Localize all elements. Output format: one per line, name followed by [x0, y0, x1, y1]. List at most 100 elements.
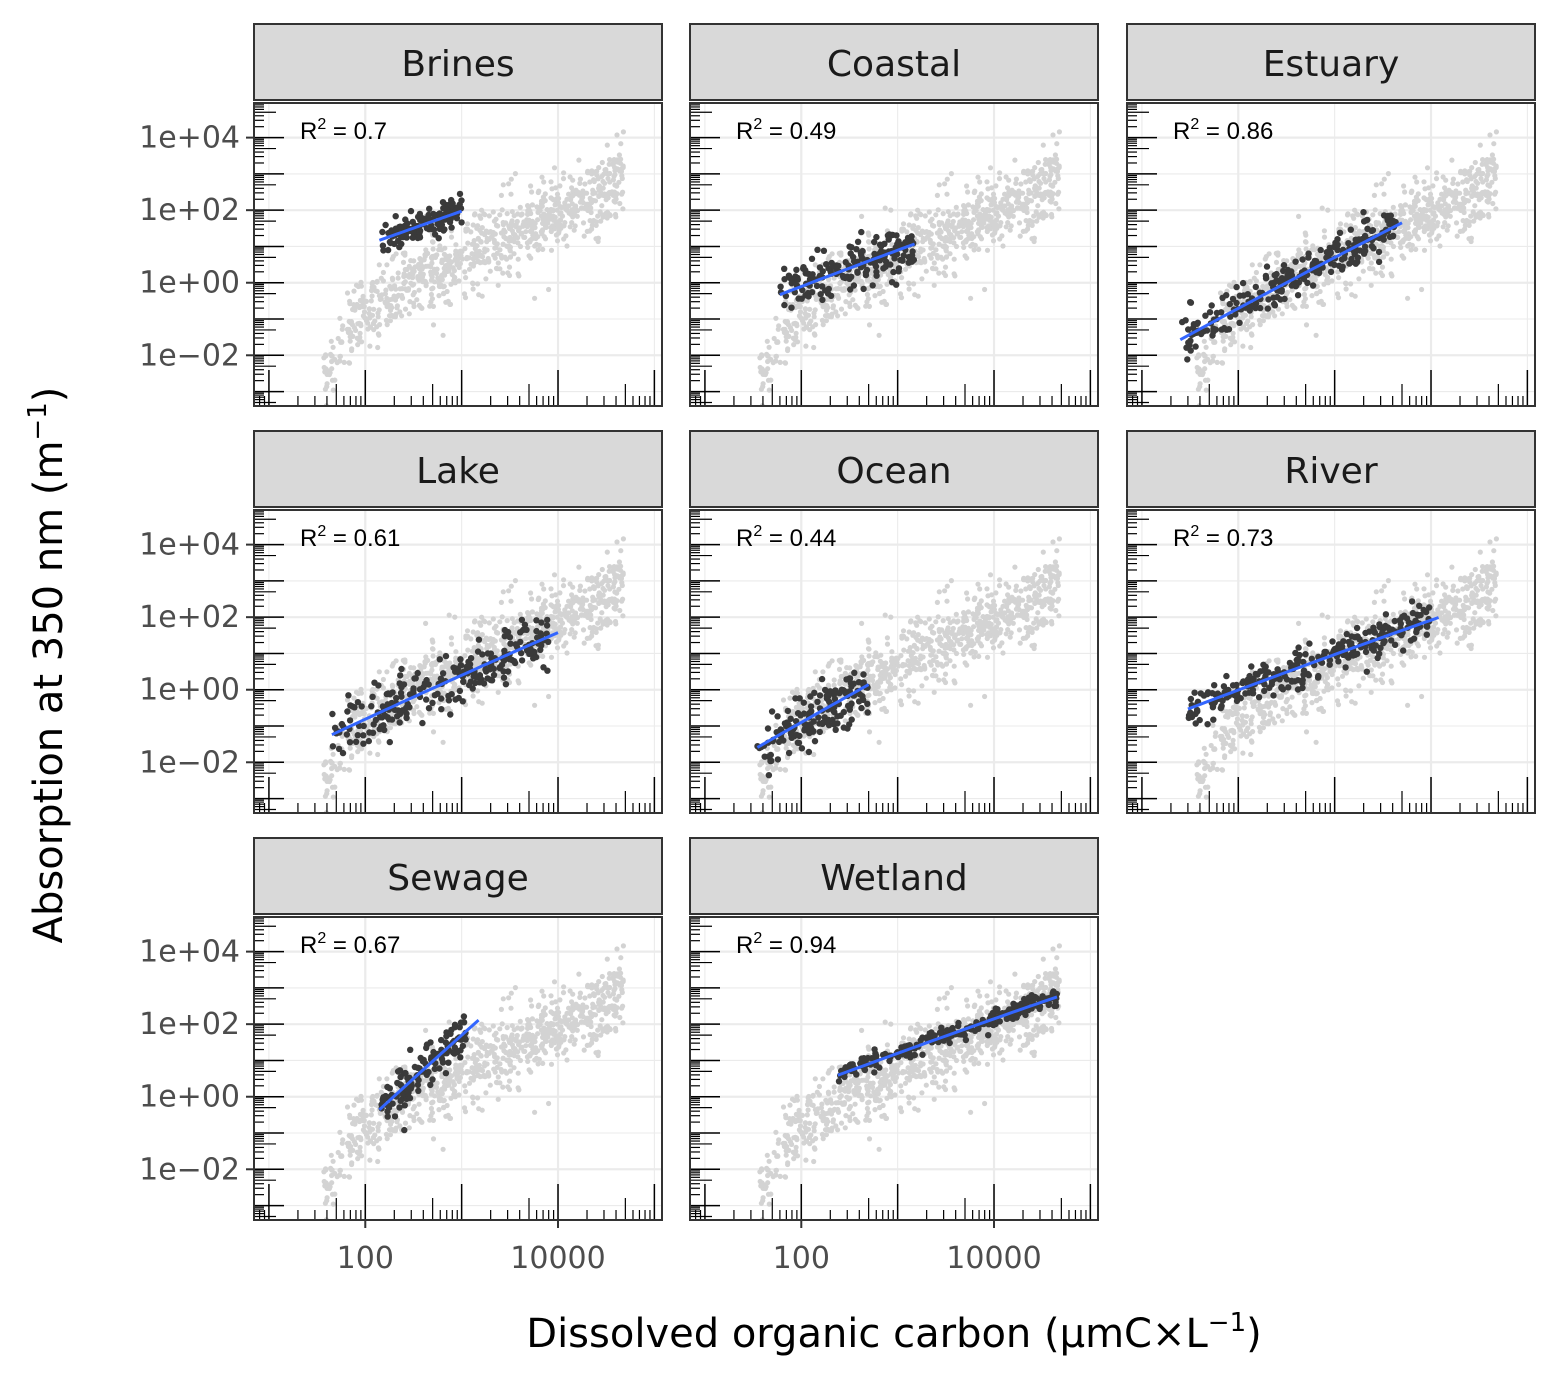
- background-point: [516, 228, 522, 234]
- background-point: [400, 250, 406, 256]
- background-point: [1203, 387, 1209, 393]
- background-point: [402, 673, 408, 680]
- background-point: [597, 616, 603, 622]
- background-point: [777, 359, 783, 365]
- background-point: [823, 307, 830, 313]
- background-point: [1434, 170, 1440, 176]
- data-point: [1202, 312, 1209, 319]
- background-point: [1371, 252, 1377, 259]
- background-point: [352, 712, 358, 718]
- background-point: [526, 253, 532, 259]
- background-point: [1035, 174, 1041, 180]
- background-point: [1430, 217, 1437, 223]
- background-point: [593, 222, 599, 228]
- background-point: [917, 258, 923, 264]
- background-point: [1257, 322, 1263, 328]
- background-point: [828, 314, 835, 320]
- background-point: [394, 303, 400, 309]
- background-point: [569, 210, 576, 216]
- background-point: [951, 256, 957, 262]
- background-point: [981, 216, 987, 222]
- background-point: [550, 213, 557, 219]
- background-point: [824, 312, 831, 319]
- background-point: [475, 236, 482, 242]
- data-point: [544, 667, 551, 674]
- background-point: [1231, 323, 1237, 329]
- fit-line: [331, 631, 559, 737]
- r2-label-superscript: 2: [753, 116, 762, 133]
- data-point: [1192, 343, 1199, 350]
- background-point: [600, 585, 606, 592]
- background-point: [953, 204, 959, 210]
- background-point: [507, 254, 514, 260]
- background-point: [945, 218, 951, 224]
- background-point: [1250, 322, 1256, 328]
- background-point: [415, 274, 421, 280]
- background-point: [541, 586, 547, 592]
- background-point: [430, 710, 436, 717]
- background-point: [587, 586, 593, 592]
- background-point: [560, 583, 567, 589]
- background-point: [323, 366, 329, 372]
- background-point: [357, 330, 363, 336]
- background-point: [1219, 360, 1225, 366]
- background-point: [387, 297, 393, 303]
- data-point: [443, 206, 450, 213]
- background-point: [388, 303, 394, 309]
- background-point: [352, 305, 358, 311]
- background-point: [463, 275, 469, 281]
- data-point: [1246, 307, 1254, 314]
- background-point: [771, 335, 777, 342]
- background-point: [444, 262, 450, 268]
- data-point: [1263, 263, 1271, 270]
- background-point: [393, 251, 399, 257]
- data-point: [517, 638, 524, 646]
- background-point: [430, 653, 436, 659]
- data-point: [434, 690, 441, 697]
- background-point: [573, 610, 579, 616]
- background-point: [506, 588, 512, 594]
- background-point: [484, 247, 490, 253]
- data-point: [1299, 256, 1306, 263]
- background-point: [435, 275, 441, 281]
- background-point: [434, 266, 440, 272]
- background-point: [984, 179, 990, 185]
- data-point: [878, 248, 885, 255]
- background-point: [1462, 170, 1469, 176]
- background-point: [1248, 344, 1254, 351]
- background-point: [549, 223, 556, 229]
- background-point: [799, 317, 806, 323]
- data-point: [1225, 326, 1233, 333]
- data-point: [346, 717, 354, 724]
- background-point: [550, 624, 557, 630]
- data-point: [423, 696, 430, 703]
- data-point: [460, 678, 467, 685]
- background-point: [599, 581, 605, 587]
- data-point: [393, 694, 400, 702]
- background-point: [563, 233, 569, 239]
- background-point: [576, 564, 582, 570]
- background-point: [1435, 200, 1441, 206]
- background-point: [1018, 181, 1024, 187]
- background-point: [514, 218, 520, 225]
- background-point: [953, 243, 960, 250]
- data-point: [1384, 212, 1392, 220]
- background-point: [976, 246, 982, 252]
- background-point: [1381, 176, 1387, 182]
- background-point: [803, 343, 809, 349]
- r2-label-r: R: [1173, 118, 1190, 145]
- background-point: [1222, 347, 1228, 354]
- background-point: [483, 276, 489, 282]
- background-point: [532, 702, 538, 708]
- data-point: [781, 301, 788, 309]
- background-point: [572, 630, 578, 636]
- data-point: [533, 627, 540, 635]
- data-point: [860, 285, 867, 293]
- background-point: [541, 179, 547, 185]
- background-point: [1034, 218, 1040, 224]
- data-point: [404, 700, 411, 708]
- background-point: [468, 229, 474, 235]
- background-point: [1427, 191, 1434, 197]
- background-point: [495, 260, 501, 266]
- data-point: [777, 283, 784, 290]
